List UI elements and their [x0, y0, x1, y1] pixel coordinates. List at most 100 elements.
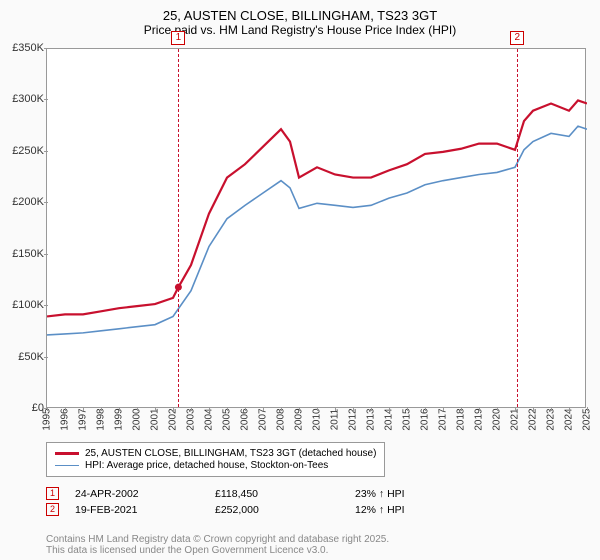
x-tick-mark: [227, 407, 228, 411]
x-axis-label: 2001: [150, 408, 161, 430]
y-tick-mark: [44, 254, 48, 255]
marker-vline: [517, 49, 518, 407]
x-axis-label: 2011: [330, 409, 341, 431]
x-axis-label: 2024: [564, 408, 575, 430]
x-tick-mark: [389, 407, 390, 411]
y-tick-mark: [44, 202, 48, 203]
x-tick-mark: [83, 407, 84, 411]
series-line: [47, 126, 587, 335]
marker-box-icon: 2: [510, 31, 524, 45]
y-axis-label: £250K: [0, 145, 44, 157]
marker-box-icon: 1: [171, 31, 185, 45]
x-axis-label: 2003: [186, 408, 197, 430]
legend: 25, AUSTEN CLOSE, BILLINGHAM, TS23 3GT (…: [46, 442, 385, 477]
legend-item: HPI: Average price, detached house, Stoc…: [55, 460, 376, 471]
x-axis-label: 2010: [312, 408, 323, 430]
note-pct: 23% ↑ HPI: [355, 488, 405, 500]
y-axis-label: £300K: [0, 93, 44, 105]
y-tick-mark: [44, 408, 48, 409]
x-tick-mark: [353, 407, 354, 411]
x-tick-mark: [317, 407, 318, 411]
x-tick-mark: [587, 407, 588, 411]
x-axis-label: 2018: [456, 408, 467, 430]
x-axis-label: 2006: [240, 408, 251, 430]
page-title: 25, AUSTEN CLOSE, BILLINGHAM, TS23 3GT: [0, 0, 600, 23]
note-date: 24-APR-2002: [75, 488, 215, 500]
y-axis-label: £100K: [0, 299, 44, 311]
x-axis-label: 1997: [78, 408, 89, 430]
x-tick-mark: [425, 407, 426, 411]
x-axis-label: 2008: [276, 408, 287, 430]
x-tick-mark: [65, 407, 66, 411]
x-axis-label: 2005: [222, 408, 233, 430]
x-tick-mark: [191, 407, 192, 411]
y-axis-label: £350K: [0, 42, 44, 54]
x-tick-mark: [299, 407, 300, 411]
marker-vline: [178, 49, 179, 407]
x-axis-label: 2012: [348, 408, 359, 430]
x-axis-label: 1996: [60, 408, 71, 430]
x-tick-mark: [209, 407, 210, 411]
x-tick-mark: [515, 407, 516, 411]
x-axis-label: 2017: [438, 408, 449, 430]
note-price: £252,000: [215, 504, 355, 516]
sale-notes: 1 24-APR-2002 £118,450 23% ↑ HPI 2 19-FE…: [46, 484, 566, 519]
x-tick-mark: [371, 407, 372, 411]
x-tick-mark: [533, 407, 534, 411]
x-tick-mark: [479, 407, 480, 411]
x-axis-label: 2015: [402, 408, 413, 430]
note-row: 1 24-APR-2002 £118,450 23% ↑ HPI: [46, 487, 566, 500]
x-tick-mark: [245, 407, 246, 411]
price-chart: 1995199619971998199920002001200220032004…: [46, 48, 586, 408]
note-marker-icon: 2: [46, 503, 59, 516]
x-axis-label: 2020: [492, 408, 503, 430]
x-tick-mark: [335, 407, 336, 411]
x-tick-mark: [263, 407, 264, 411]
legend-swatch-icon: [55, 452, 79, 455]
x-axis-label: 2019: [474, 408, 485, 430]
y-tick-mark: [44, 357, 48, 358]
x-tick-mark: [281, 407, 282, 411]
legend-swatch-icon: [55, 465, 79, 467]
legend-label: HPI: Average price, detached house, Stoc…: [85, 460, 328, 471]
x-axis-label: 1998: [96, 408, 107, 430]
note-date: 19-FEB-2021: [75, 504, 215, 516]
x-tick-mark: [407, 407, 408, 411]
note-marker-icon: 1: [46, 487, 59, 500]
x-tick-mark: [173, 407, 174, 411]
chart-canvas: [47, 49, 587, 409]
y-tick-mark: [44, 99, 48, 100]
legend-item: 25, AUSTEN CLOSE, BILLINGHAM, TS23 3GT (…: [55, 448, 376, 459]
y-tick-mark: [44, 305, 48, 306]
x-axis-label: 2000: [132, 408, 143, 430]
x-axis-label: 2016: [420, 408, 431, 430]
x-axis-label: 2021: [510, 408, 521, 430]
y-axis-label: £0: [0, 402, 44, 414]
x-tick-mark: [155, 407, 156, 411]
y-axis-label: £50K: [0, 351, 44, 363]
x-tick-mark: [569, 407, 570, 411]
y-axis-label: £150K: [0, 248, 44, 260]
x-tick-mark: [101, 407, 102, 411]
copyright-line: Contains HM Land Registry data © Crown c…: [46, 534, 389, 545]
note-price: £118,450: [215, 488, 355, 500]
x-tick-mark: [119, 407, 120, 411]
y-tick-mark: [44, 48, 48, 49]
x-axis-label: 2009: [294, 408, 305, 430]
x-tick-mark: [137, 407, 138, 411]
y-tick-mark: [44, 151, 48, 152]
y-axis-label: £200K: [0, 196, 44, 208]
x-axis-label: 2002: [168, 408, 179, 430]
x-axis-label: 2004: [204, 408, 215, 430]
legend-label: 25, AUSTEN CLOSE, BILLINGHAM, TS23 3GT (…: [85, 448, 376, 459]
x-axis-label: 2025: [582, 408, 593, 430]
x-axis-label: 2007: [258, 408, 269, 430]
x-axis-label: 2013: [366, 408, 377, 430]
x-axis-label: 2023: [546, 408, 557, 430]
x-axis-label: 1999: [114, 408, 125, 430]
x-axis-label: 2022: [528, 408, 539, 430]
x-tick-mark: [461, 407, 462, 411]
copyright-line: This data is licensed under the Open Gov…: [46, 545, 389, 556]
x-tick-mark: [551, 407, 552, 411]
note-row: 2 19-FEB-2021 £252,000 12% ↑ HPI: [46, 503, 566, 516]
